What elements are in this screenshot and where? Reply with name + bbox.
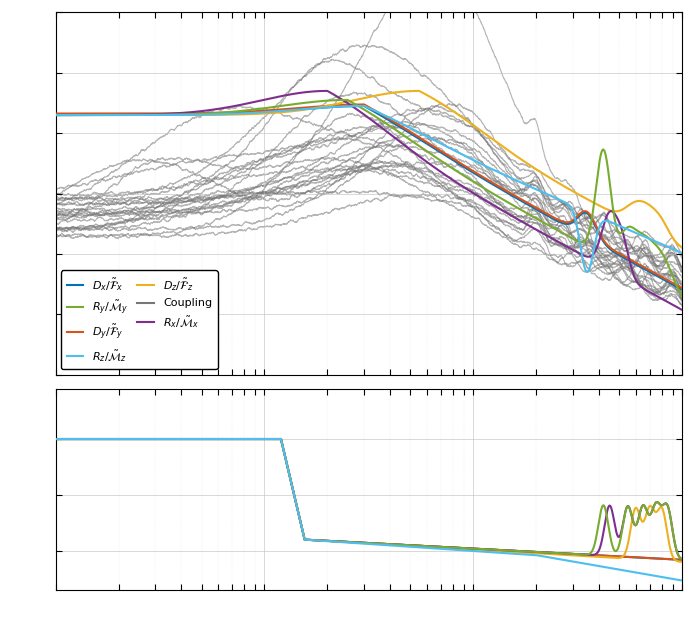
Legend: $D_x/\tilde{\mathcal{F}}_x$, $R_y/\tilde{\mathcal{M}}_y$, $D_y/\tilde{\mathcal{F: $D_x/\tilde{\mathcal{F}}_x$, $R_y/\tilde… bbox=[61, 270, 218, 369]
